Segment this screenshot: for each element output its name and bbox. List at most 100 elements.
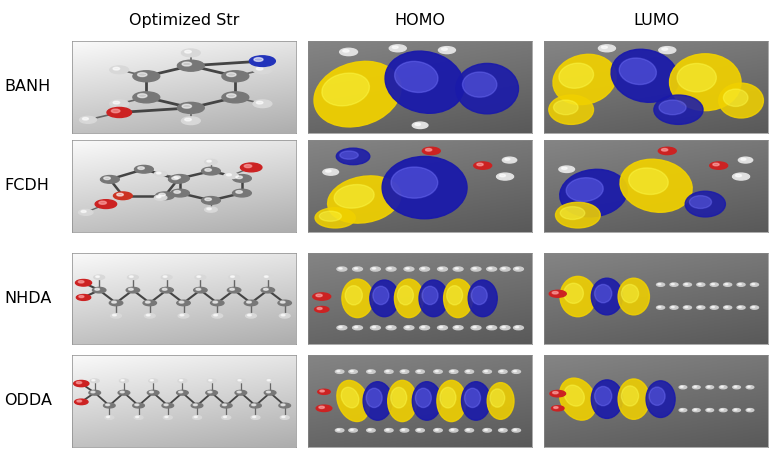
Ellipse shape — [622, 386, 639, 406]
Circle shape — [250, 403, 261, 408]
Text: BANH: BANH — [4, 79, 50, 94]
Circle shape — [406, 268, 409, 269]
Text: LUMO: LUMO — [633, 13, 679, 28]
Circle shape — [230, 288, 234, 290]
Ellipse shape — [385, 51, 464, 113]
Ellipse shape — [363, 382, 392, 420]
Circle shape — [103, 177, 110, 180]
Circle shape — [559, 166, 574, 172]
Circle shape — [683, 283, 692, 286]
Circle shape — [496, 173, 513, 180]
Circle shape — [549, 290, 566, 297]
Circle shape — [223, 404, 226, 406]
Circle shape — [386, 429, 389, 430]
Circle shape — [338, 326, 342, 328]
Circle shape — [316, 294, 322, 297]
Circle shape — [94, 275, 104, 279]
Ellipse shape — [366, 388, 382, 408]
Circle shape — [467, 370, 469, 372]
Circle shape — [223, 416, 226, 418]
Circle shape — [388, 268, 391, 269]
Ellipse shape — [619, 58, 657, 85]
Circle shape — [113, 101, 120, 104]
Ellipse shape — [337, 380, 370, 421]
Circle shape — [352, 267, 363, 271]
Circle shape — [79, 281, 84, 283]
Circle shape — [246, 313, 257, 318]
Ellipse shape — [394, 61, 438, 92]
Circle shape — [135, 166, 153, 173]
Circle shape — [105, 415, 114, 420]
Circle shape — [419, 267, 429, 271]
Circle shape — [751, 283, 759, 286]
Circle shape — [267, 379, 270, 381]
Circle shape — [710, 306, 718, 309]
Circle shape — [265, 276, 268, 278]
Circle shape — [205, 198, 212, 201]
Circle shape — [477, 163, 483, 166]
Circle shape — [323, 169, 338, 175]
Circle shape — [120, 379, 128, 383]
Circle shape — [143, 300, 156, 306]
Circle shape — [224, 173, 238, 179]
Circle shape — [552, 406, 564, 411]
Circle shape — [500, 267, 510, 271]
Circle shape — [487, 267, 496, 271]
Circle shape — [156, 192, 174, 200]
Circle shape — [372, 268, 376, 269]
Circle shape — [422, 268, 425, 269]
Circle shape — [93, 288, 106, 293]
Circle shape — [233, 189, 251, 197]
Circle shape — [235, 390, 247, 395]
Circle shape — [264, 288, 268, 290]
Circle shape — [278, 300, 292, 306]
Circle shape — [247, 301, 251, 303]
Circle shape — [698, 307, 701, 308]
Circle shape — [82, 117, 89, 120]
Ellipse shape — [419, 280, 448, 317]
Circle shape — [389, 45, 406, 52]
Circle shape — [662, 48, 668, 51]
Ellipse shape — [391, 387, 407, 408]
Circle shape — [343, 50, 349, 52]
Circle shape — [149, 379, 158, 383]
Circle shape — [670, 283, 678, 286]
Circle shape — [340, 48, 358, 56]
Circle shape — [279, 313, 290, 318]
Ellipse shape — [553, 100, 578, 115]
Circle shape — [220, 403, 232, 408]
Circle shape — [692, 409, 700, 412]
Circle shape — [180, 379, 183, 381]
Circle shape — [89, 390, 100, 395]
Ellipse shape — [677, 63, 717, 92]
Circle shape — [720, 409, 724, 410]
Circle shape — [205, 169, 212, 171]
Circle shape — [661, 148, 668, 151]
Circle shape — [706, 386, 713, 389]
Circle shape — [658, 147, 676, 155]
Circle shape — [485, 429, 487, 430]
Circle shape — [671, 283, 675, 285]
Circle shape — [317, 389, 330, 394]
Circle shape — [513, 370, 517, 372]
Circle shape — [149, 391, 153, 393]
Circle shape — [281, 404, 285, 406]
Circle shape — [737, 283, 745, 286]
Circle shape — [111, 109, 120, 113]
Circle shape — [489, 268, 492, 269]
Circle shape — [74, 380, 89, 387]
Circle shape — [417, 370, 420, 372]
Circle shape — [135, 416, 138, 418]
Circle shape — [110, 300, 123, 306]
Circle shape — [657, 283, 664, 286]
Circle shape — [197, 276, 201, 278]
Ellipse shape — [398, 286, 413, 305]
Circle shape — [154, 171, 166, 177]
Circle shape — [76, 294, 91, 300]
Ellipse shape — [440, 387, 456, 408]
Circle shape — [752, 307, 755, 308]
Circle shape — [79, 296, 84, 298]
Ellipse shape — [456, 63, 518, 114]
Circle shape — [368, 370, 371, 372]
Ellipse shape — [437, 380, 466, 422]
